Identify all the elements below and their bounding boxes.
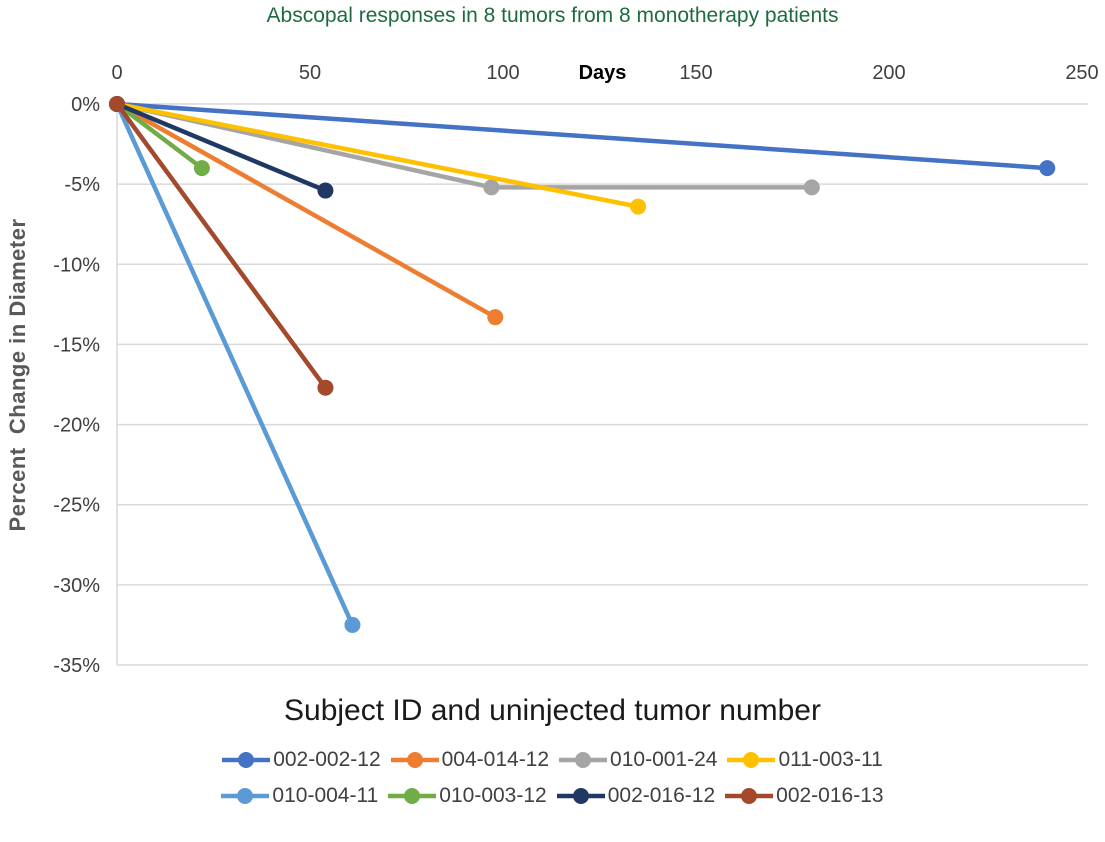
- y-tick-label: -25%: [53, 495, 100, 517]
- legend-row: 002-002-12 004-014-12 010-001-24 011-003-11: [222, 748, 883, 772]
- x-tick-label: 50: [299, 62, 321, 84]
- series-line: [114, 101, 328, 390]
- data-point-marker: [487, 309, 504, 326]
- legend-item-010-001-24: 010-001-24: [559, 748, 717, 772]
- legend-item-002-016-13: 002-016-13: [725, 784, 884, 808]
- series-line: [114, 101, 641, 209]
- legend-dot: [406, 752, 423, 768]
- x-axis-title: Days: [579, 62, 627, 84]
- legend-dot: [572, 788, 589, 804]
- legend-label: 002-016-13: [776, 784, 884, 807]
- legend: 002-002-12 004-014-12 010-001-24 011-003-11…: [0, 748, 1105, 808]
- legend-dot: [575, 752, 592, 768]
- legend-marker-icon: [559, 752, 608, 768]
- legend-item-011-003-11: 011-003-11: [727, 748, 883, 772]
- y-tick-label: -35%: [53, 655, 100, 677]
- data-point-marker: [317, 182, 334, 199]
- legend-marker-icon: [725, 788, 774, 804]
- legend-dot: [741, 788, 758, 804]
- data-point-marker: [317, 379, 334, 396]
- series-002-016-13: [109, 96, 334, 396]
- series-line: [114, 101, 328, 193]
- x-tick-label: 100: [486, 62, 519, 84]
- legend-dot: [743, 752, 760, 768]
- data-point-marker: [803, 179, 820, 196]
- series-line: [114, 101, 205, 171]
- y-tick-label: -10%: [53, 254, 100, 276]
- legend-label: 011-003-11: [778, 748, 883, 771]
- series-line: [114, 101, 1050, 171]
- series-004-014-12: [109, 96, 504, 326]
- legend-item-010-004-11: 010-004-11: [221, 784, 378, 808]
- legend-item-004-014-12: 004-014-12: [390, 748, 550, 772]
- data-point-marker: [483, 179, 500, 196]
- legend-title: Subject ID and uninjected tumor number: [284, 694, 821, 727]
- plot-area: 0 50 100 150 200 250 Days 0% -5% -10% -15% -20% -25%…: [53, 62, 1098, 677]
- data-point-marker: [109, 96, 125, 112]
- x-tick-label: 200: [872, 62, 905, 84]
- data-point-marker: [630, 198, 647, 215]
- data-point-marker: [193, 160, 210, 177]
- legend-item-002-002-12: 002-002-12: [222, 748, 381, 772]
- legend-marker-icon: [727, 752, 776, 768]
- series-line: [114, 101, 498, 320]
- legend-marker-icon: [390, 752, 439, 768]
- series-010-004-11: [109, 96, 361, 633]
- legend-marker-icon: [388, 788, 437, 804]
- legend-label: 010-003-12: [439, 784, 547, 807]
- y-tick-label: -5%: [64, 174, 100, 196]
- legend-dot: [238, 752, 255, 768]
- legend-label: 002-016-12: [607, 784, 716, 807]
- legend-dot: [404, 788, 421, 804]
- y-tick-label: -20%: [53, 415, 100, 437]
- gridlines: [116, 103, 1088, 666]
- series-011-003-11: [109, 96, 647, 215]
- legend-item-002-016-12: 002-016-12: [556, 784, 716, 808]
- legend-label: 010-001-24: [610, 748, 718, 771]
- legend-label: 010-004-11: [272, 784, 379, 807]
- legend-marker-icon: [222, 752, 271, 768]
- legend-row: 010-004-11 010-003-12 002-016-12 002-016-13: [221, 784, 884, 808]
- legend-label: 004-014-12: [441, 748, 550, 771]
- series-line: [114, 101, 355, 628]
- data-point-marker: [1039, 160, 1056, 177]
- y-tick-label: -15%: [53, 334, 100, 356]
- x-tick-label: 0: [111, 62, 122, 84]
- x-tick-label: 150: [679, 62, 712, 84]
- legend-label: 002-002-12: [273, 748, 381, 771]
- legend-dot: [237, 788, 254, 804]
- y-tick-label: 0%: [71, 94, 100, 116]
- chart-title: Abscopal responses in 8 tumors from 8 mo…: [266, 4, 839, 27]
- legend-marker-icon: [556, 788, 605, 804]
- data-point-marker: [344, 616, 361, 633]
- legend-item-010-003-12: 010-003-12: [388, 784, 547, 808]
- legend-marker-icon: [221, 788, 270, 804]
- x-tick-label: 250: [1065, 62, 1098, 84]
- y-tick-label: -30%: [53, 575, 100, 597]
